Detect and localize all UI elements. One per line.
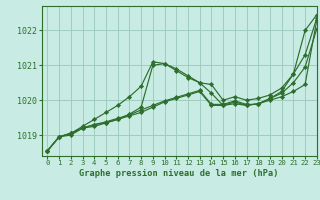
- X-axis label: Graphe pression niveau de la mer (hPa): Graphe pression niveau de la mer (hPa): [79, 169, 279, 178]
